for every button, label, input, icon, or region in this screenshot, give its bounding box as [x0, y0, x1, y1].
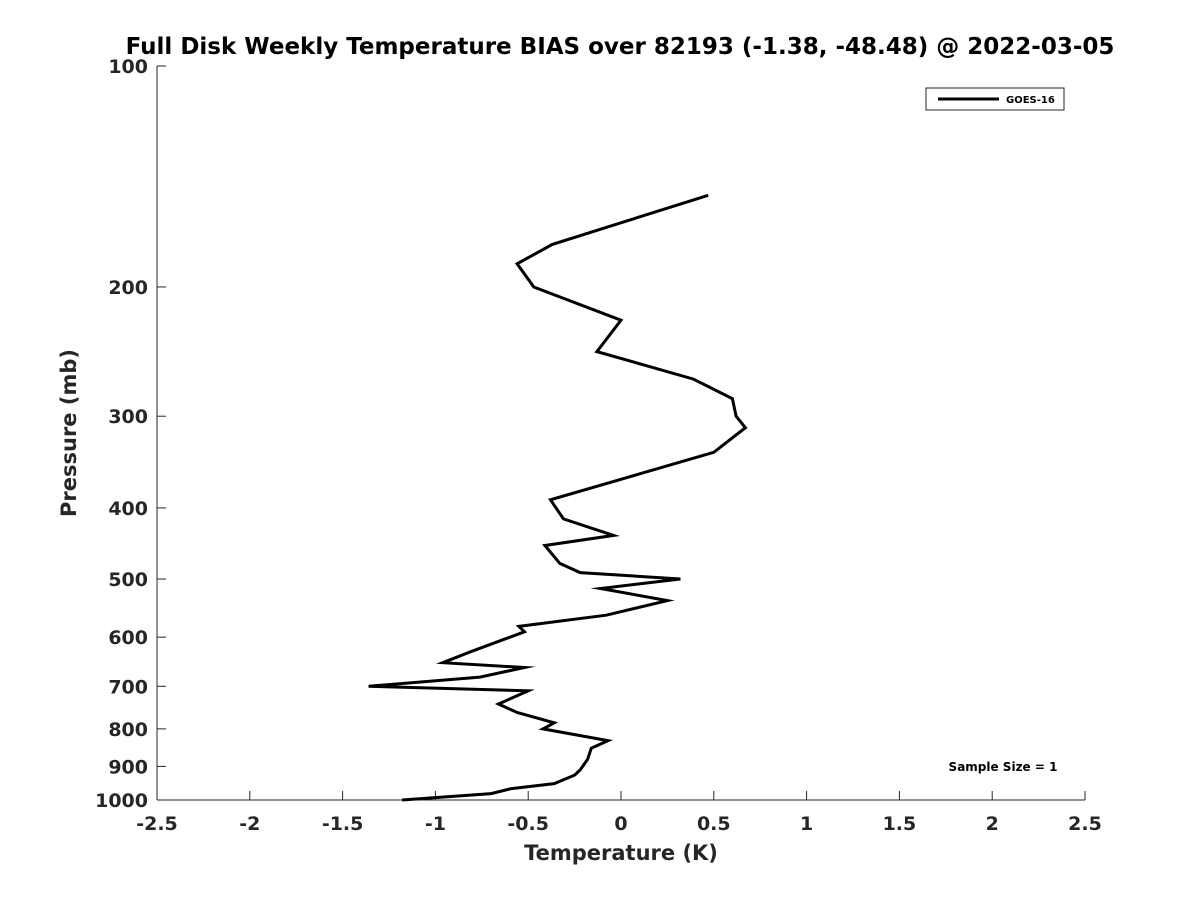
annotation-sample-size: Sample Size = 1 [949, 760, 1058, 774]
y-tick-label-600: 600 [108, 627, 148, 649]
y-tick-label-700: 700 [108, 676, 148, 698]
legend: GOES-16 [925, 87, 1065, 111]
y-tick-label-1000: 1000 [95, 790, 148, 812]
x-tick-label-0: 0 [614, 813, 627, 835]
y-tick-label-900: 900 [108, 756, 148, 778]
y-ticks: 100 200 300 400 500 600 700 800 900 1000 [95, 56, 166, 812]
y-tick-label-500: 500 [108, 569, 148, 591]
y-axis-title: Pressure (mb) [57, 349, 81, 517]
x-tick-label-2: 2 [986, 813, 999, 835]
x-tick-label-m1: -1 [425, 813, 446, 835]
x-tick-label-0p5: 0.5 [697, 813, 731, 835]
y-tick-label-400: 400 [108, 498, 148, 520]
x-tick-label-m2: -2 [239, 813, 260, 835]
x-axis-title: Temperature (K) [524, 841, 718, 865]
x-tick-label-1p5: 1.5 [883, 813, 917, 835]
series-line-goes-16 [368, 193, 748, 802]
y-tick-label-100: 100 [108, 56, 148, 78]
y-tick-label-800: 800 [108, 719, 148, 741]
series-layer [368, 193, 748, 802]
axes [156, 66, 1085, 801]
x-ticks: -2.5 -2 -1.5 -1 -0.5 0 0.5 1 1.5 2 2.5 [136, 791, 1102, 835]
x-tick-label-1: 1 [800, 813, 813, 835]
chart-title: Full Disk Weekly Temperature BIAS over 8… [126, 34, 1115, 60]
x-tick-label-m1p5: -1.5 [322, 813, 364, 835]
x-tick-label-2p5: 2.5 [1068, 813, 1102, 835]
legend-label-goes-16: GOES-16 [1006, 95, 1055, 106]
y-tick-label-200: 200 [108, 277, 148, 299]
x-tick-label-m2p5: -2.5 [136, 813, 178, 835]
x-tick-label-m0p5: -0.5 [507, 813, 549, 835]
y-tick-label-300: 300 [108, 406, 148, 428]
